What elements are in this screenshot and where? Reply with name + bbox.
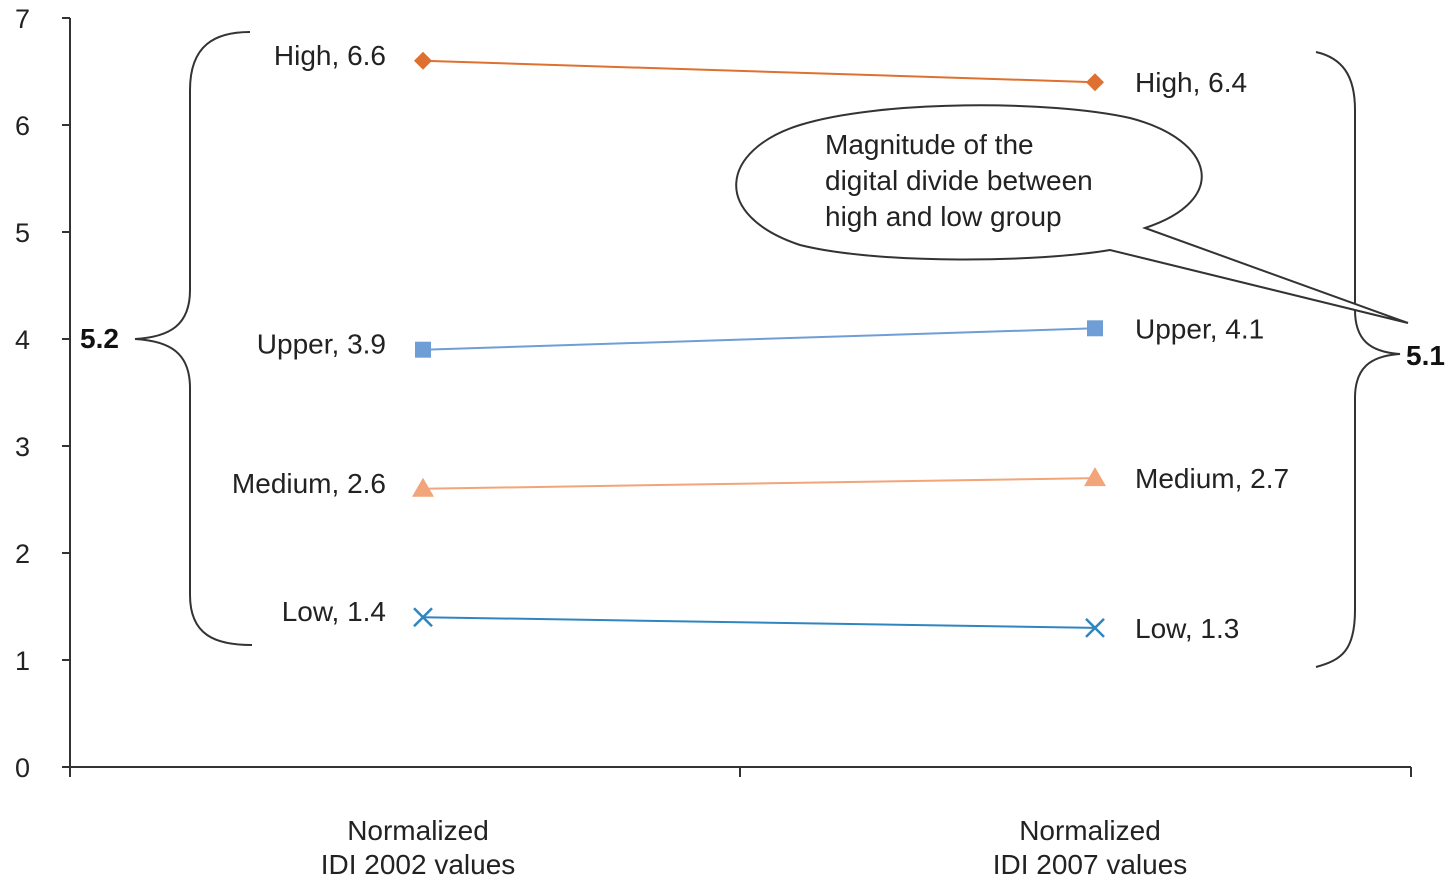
marker-high [414,51,432,70]
data-label-low: Low, 1.3 [1135,613,1239,644]
y-tick-label: 6 [15,111,30,141]
y-tick-label: 3 [15,432,30,462]
y-ticks: 0 1 2 3 4 5 6 7 [15,4,70,783]
callout-line-2: digital divide between [825,165,1093,196]
callout-bubble [735,104,1409,324]
marker-low [413,607,433,628]
y-tick-label: 0 [15,753,30,783]
marker-medium [412,477,434,497]
data-label-upper: Upper, 3.9 [257,329,386,360]
series-high: High, 6.6 High, 6.4 [274,40,1247,98]
series-line-upper [422,327,1096,351]
data-label-upper: Upper, 4.1 [1135,313,1264,344]
category-label-line: IDI 2007 values [993,849,1188,880]
data-label-medium: Medium, 2.7 [1135,463,1289,494]
callout-line-3: high and low group [825,201,1062,232]
y-axis: 0 1 2 3 4 5 6 7 [15,4,71,783]
y-tick-label: 4 [15,325,30,355]
series-line-high [422,59,1096,84]
callout: Magnitude of the digital divide between … [735,104,1409,324]
gap-label-2002: 5.2 [80,323,119,354]
series-line-low [422,616,1096,629]
marker-medium [1084,467,1106,487]
marker-upper [415,341,431,358]
data-label-medium: Medium, 2.6 [232,468,386,499]
marker-low [1085,618,1105,638]
category-label-line: Normalized [347,815,489,846]
gap-label-2007: 5.1 [1406,340,1445,371]
series-medium: Medium, 2.6 Medium, 2.7 [232,463,1289,499]
data-label-high: High, 6.4 [1135,67,1247,98]
category-label-line: IDI 2002 values [321,849,516,880]
callout-text: Magnitude of the digital divide between … [825,129,1101,232]
left-brace [134,31,253,646]
category-label-line: Normalized [1019,815,1161,846]
callout-line-1: Magnitude of the [825,129,1034,160]
series-group: High, 6.6 High, 6.4 Upper, 3.9 Upper, 4.1 Me… [232,40,1289,644]
right-brace [1315,51,1401,668]
category-label: Normalized IDI 2007 values [993,815,1188,880]
series-low: Low, 1.4 Low, 1.3 [282,596,1240,644]
y-tick-label: 1 [15,646,30,676]
y-tick-label: 5 [15,218,30,248]
marker-high [1086,73,1104,92]
data-label-high: High, 6.6 [274,40,386,71]
series-line-medium [422,477,1096,490]
data-label-low: Low, 1.4 [282,596,386,627]
y-tick-label: 2 [15,539,30,569]
marker-upper [1087,320,1103,337]
series-upper: Upper, 3.9 Upper, 4.1 [257,313,1264,359]
category-label: Normalized IDI 2002 values [321,815,516,880]
y-tick-label: 7 [15,4,30,34]
